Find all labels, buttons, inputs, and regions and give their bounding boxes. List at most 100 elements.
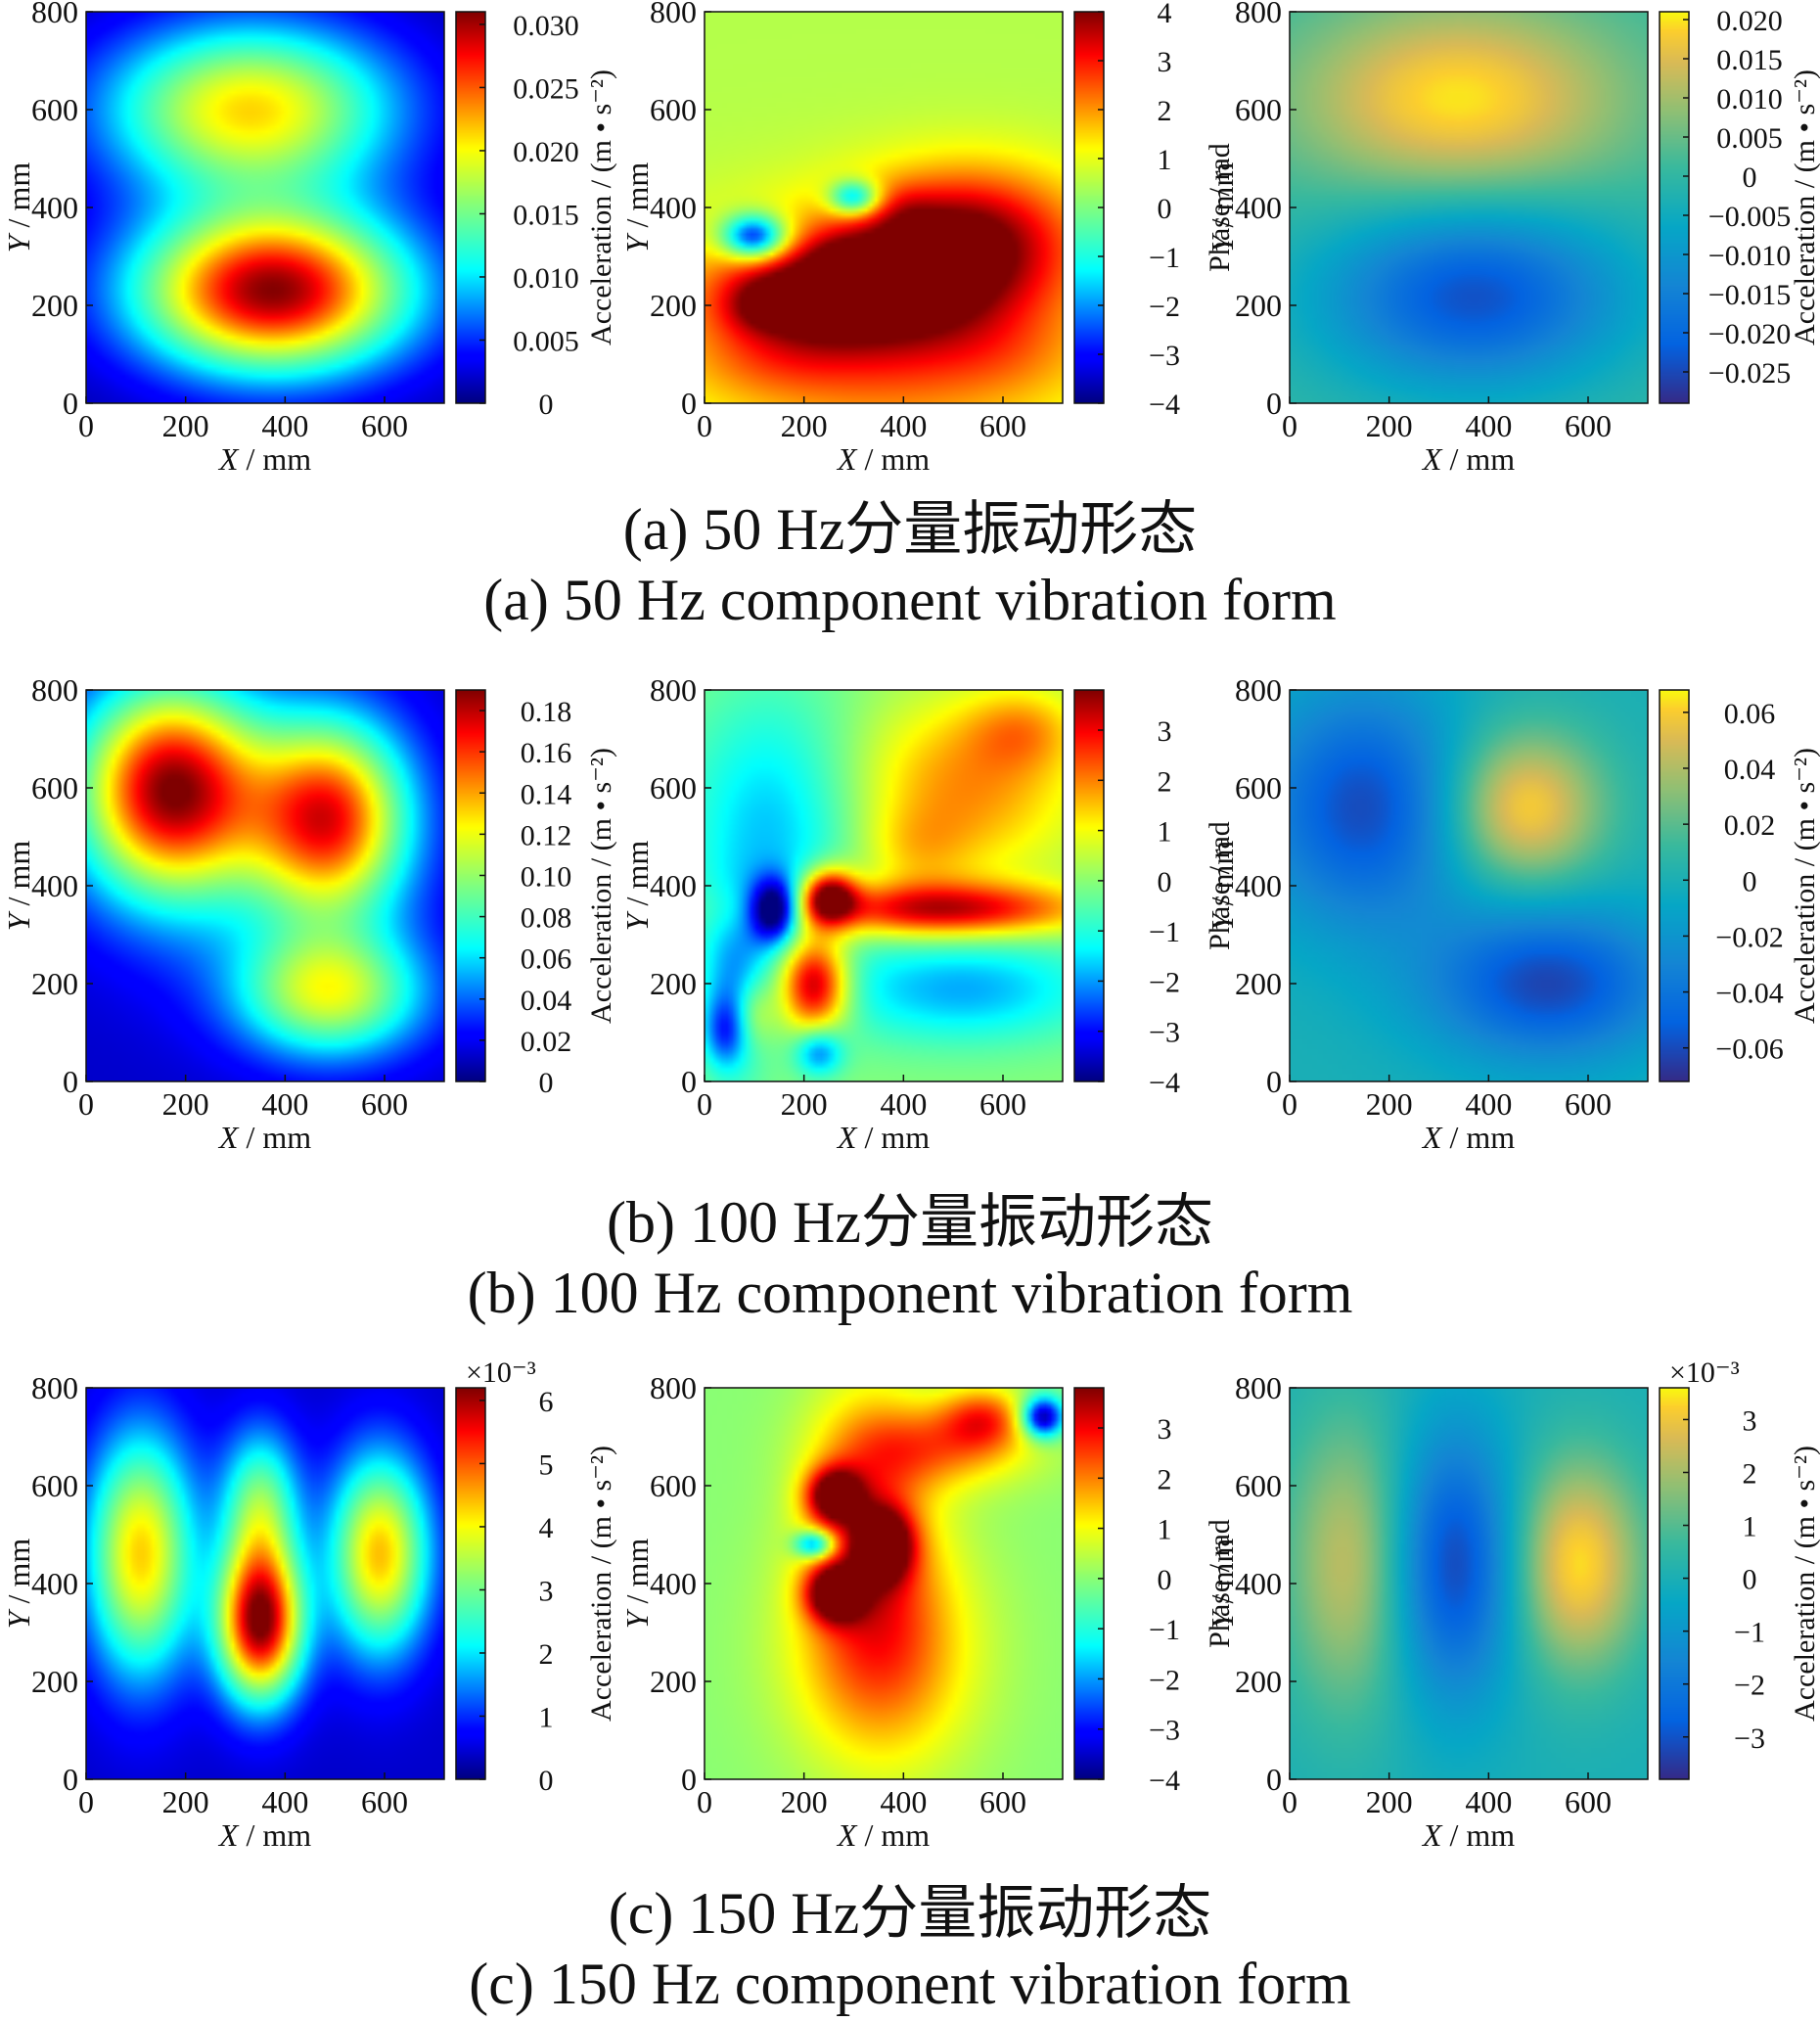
- chart-2-3-xtick-label: 200: [1366, 1086, 1413, 1122]
- chart-1-3-ytick-label: 600: [1235, 92, 1282, 127]
- chart-1-2-xtick-label: 400: [880, 408, 927, 443]
- chart-2-3-heatmap-image: [1290, 690, 1648, 1081]
- chart-3-3-xtick-label: 600: [1565, 1784, 1612, 1819]
- chart-3-1-colorbar-multiplier: ×10⁻³: [466, 1356, 536, 1389]
- chart-1-3-colorbar-tick-label: 0: [1743, 161, 1757, 194]
- chart-3-1-colorbar-tick-label: 0: [539, 1765, 554, 1797]
- chart-3-2-colorbar: [1074, 1388, 1104, 1779]
- chart-2-2-colorbar-tick-label: 3: [1158, 715, 1172, 748]
- chart-3-2-colorbar-tick-label: −1: [1149, 1614, 1180, 1646]
- chart-2-1-colorbar-tick-label: 0.18: [521, 696, 572, 728]
- chart-2-2: [704, 689, 1105, 1082]
- chart-3-3-colorbar-multiplier: ×10⁻³: [1669, 1356, 1740, 1389]
- chart-3-1-colorbar-tick-label: 6: [539, 1386, 554, 1418]
- chart-1-1-colorbar-tick-label: 0.005: [513, 325, 579, 357]
- chart-3-2-colorbar-label: Phase / rad: [1204, 1519, 1236, 1648]
- chart-3-2-xtick-label: 600: [979, 1784, 1026, 1819]
- chart-3-1-colorbar-tick-label: 1: [539, 1701, 554, 1733]
- chart-3-2-xtick-label: 0: [697, 1784, 712, 1819]
- chart-1-1-ylabel: Y / mm: [1, 162, 36, 253]
- chart-1-3-colorbar-tick-label: −0.020: [1708, 318, 1791, 350]
- chart-2-1-ytick-label: 800: [31, 672, 78, 708]
- chart-1-1-colorbar-tick-label: 0.015: [513, 199, 579, 231]
- chart-2-2-colorbar-tick-label: −2: [1149, 966, 1180, 998]
- chart-3-3-ytick-label: 800: [1235, 1370, 1282, 1405]
- chart-3-1-ytick-label: 200: [31, 1664, 78, 1699]
- chart-1-2-colorbar-tick-label: −3: [1149, 340, 1180, 372]
- chart-1-2-ytick-label: 400: [650, 190, 697, 225]
- chart-1-2-xtick-label: 600: [979, 408, 1026, 443]
- chart-3-3-colorbar-tick-label: −3: [1734, 1723, 1765, 1755]
- chart-2-1-colorbar-label: Acceleration / (m • s⁻²): [585, 748, 617, 1024]
- chart-2-1-xtick-label: 600: [361, 1086, 408, 1122]
- chart-2-2-colorbar-tick-label: 0: [1158, 866, 1172, 898]
- chart-1-1-ytick-label: 800: [31, 0, 78, 29]
- chart-1-1-xtick-label: 0: [78, 408, 94, 443]
- chart-3-1-colorbar-tick-label: 5: [539, 1448, 554, 1481]
- chart-3-3-heatmap-image: [1290, 1388, 1648, 1779]
- chart-2-2-ytick-label: 400: [650, 868, 697, 903]
- chart-2-1-ytick-label: 600: [31, 770, 78, 805]
- chart-1-1-colorbar-frame: [455, 11, 486, 404]
- chart-2-2-ytick-label: 0: [681, 1064, 697, 1099]
- chart-1-1-colorbar-tick-label: 0.020: [513, 136, 579, 168]
- chart-1-2-colorbar-label: Phase / rad: [1204, 143, 1236, 272]
- chart-1-3-colorbar-tick-label: 0.015: [1716, 44, 1783, 76]
- chart-2-1-colorbar-tick-label: 0.10: [521, 860, 572, 893]
- chart-1-1: [85, 11, 486, 404]
- chart-3-3-ylabel: Y / mm: [1205, 1539, 1240, 1630]
- chart-3-3-colorbar-frame: [1659, 1387, 1690, 1780]
- chart-3-1-colorbar-tick-label: 4: [539, 1512, 554, 1544]
- chart-3-3-colorbar-tick-label: −2: [1734, 1670, 1765, 1702]
- chart-2-3-xtick-label: 600: [1565, 1086, 1612, 1122]
- chart-2-3-colorbar-tick-label: 0.02: [1724, 809, 1776, 842]
- chart-2-3-colorbar-frame: [1659, 689, 1690, 1082]
- chart-3-3-colorbar-tick-label: 1: [1743, 1511, 1757, 1543]
- chart-2-1-colorbar-tick-label: 0.12: [521, 819, 572, 851]
- chart-3-2-colorbar-tick-label: −4: [1149, 1765, 1180, 1797]
- chart-1-2-ytick-label: 0: [681, 386, 697, 421]
- row-b-caption-cn: (b) 100 Hz分量振动形态: [607, 1190, 1213, 1255]
- chart-2-3-colorbar: [1660, 690, 1689, 1081]
- chart-2-3-colorbar-tick-label: 0.04: [1724, 754, 1776, 786]
- chart-2-3-ytick-label: 400: [1235, 868, 1282, 903]
- chart-1-1-colorbar-tick-label: 0.025: [513, 72, 579, 105]
- chart-3-3-ytick-label: 400: [1235, 1566, 1282, 1601]
- chart-1-2-colorbar-tick-label: 2: [1158, 95, 1172, 127]
- chart-3-3-xtick-label: 0: [1282, 1784, 1297, 1819]
- chart-3-2-ylabel: Y / mm: [619, 1539, 655, 1630]
- row-c-caption-en: (c) 150 Hz component vibration form: [469, 1952, 1351, 2016]
- chart-2-2-colorbar-frame: [1073, 689, 1105, 1082]
- chart-2-1-colorbar-tick-label: 0.08: [521, 902, 572, 935]
- chart-1-1-heatmap-image: [86, 12, 444, 403]
- chart-3-2-colorbar-tick-label: 1: [1158, 1514, 1172, 1546]
- chart-1-3-ytick-label: 800: [1235, 0, 1282, 29]
- chart-3-2: [704, 1387, 1105, 1780]
- chart-2-2-xtick-label: 400: [880, 1086, 927, 1122]
- chart-3-1-colorbar-label: Acceleration / (m • s⁻²): [585, 1446, 617, 1722]
- chart-1-3-xlabel: X / mm: [1421, 441, 1515, 477]
- chart-1-2-xtick-label: 200: [781, 408, 828, 443]
- chart-3-3-colorbar: [1660, 1388, 1689, 1779]
- chart-2-2-ylabel: Y / mm: [619, 841, 655, 932]
- chart-3-2-ytick-label: 200: [650, 1664, 697, 1699]
- chart-2-3-xtick-label: 0: [1282, 1086, 1297, 1122]
- chart-1-2-xlabel: X / mm: [836, 441, 930, 477]
- chart-1-2-colorbar-tick-label: 0: [1158, 193, 1172, 225]
- chart-1-3-colorbar-tick-label: 0.020: [1716, 5, 1783, 37]
- chart-3-2-colorbar-tick-label: −3: [1149, 1715, 1180, 1747]
- chart-2-2-xtick-label: 600: [979, 1086, 1026, 1122]
- chart-2-2-colorbar-tick-label: −3: [1149, 1017, 1180, 1049]
- chart-2-2-ytick-label: 600: [650, 770, 697, 805]
- chart-1-1-colorbar-tick-label: 0: [539, 389, 554, 421]
- chart-3-3-colorbar-tick-label: 2: [1743, 1457, 1757, 1490]
- chart-1-3-colorbar-label: Acceleration / (m • s⁻²): [1789, 69, 1820, 345]
- chart-3-3-ytick-label: 600: [1235, 1468, 1282, 1503]
- chart-1-2-ytick-label: 800: [650, 0, 697, 29]
- chart-3-2-colorbar-frame: [1073, 1387, 1105, 1780]
- chart-2-2-colorbar-tick-label: −1: [1149, 916, 1180, 948]
- chart-2-3-colorbar-tick-label: −0.02: [1715, 921, 1783, 953]
- chart-1-1-ytick-label: 200: [31, 288, 78, 323]
- chart-1-2-colorbar-tick-label: 1: [1158, 144, 1172, 176]
- chart-1-2-colorbar-tick-label: −1: [1149, 242, 1180, 274]
